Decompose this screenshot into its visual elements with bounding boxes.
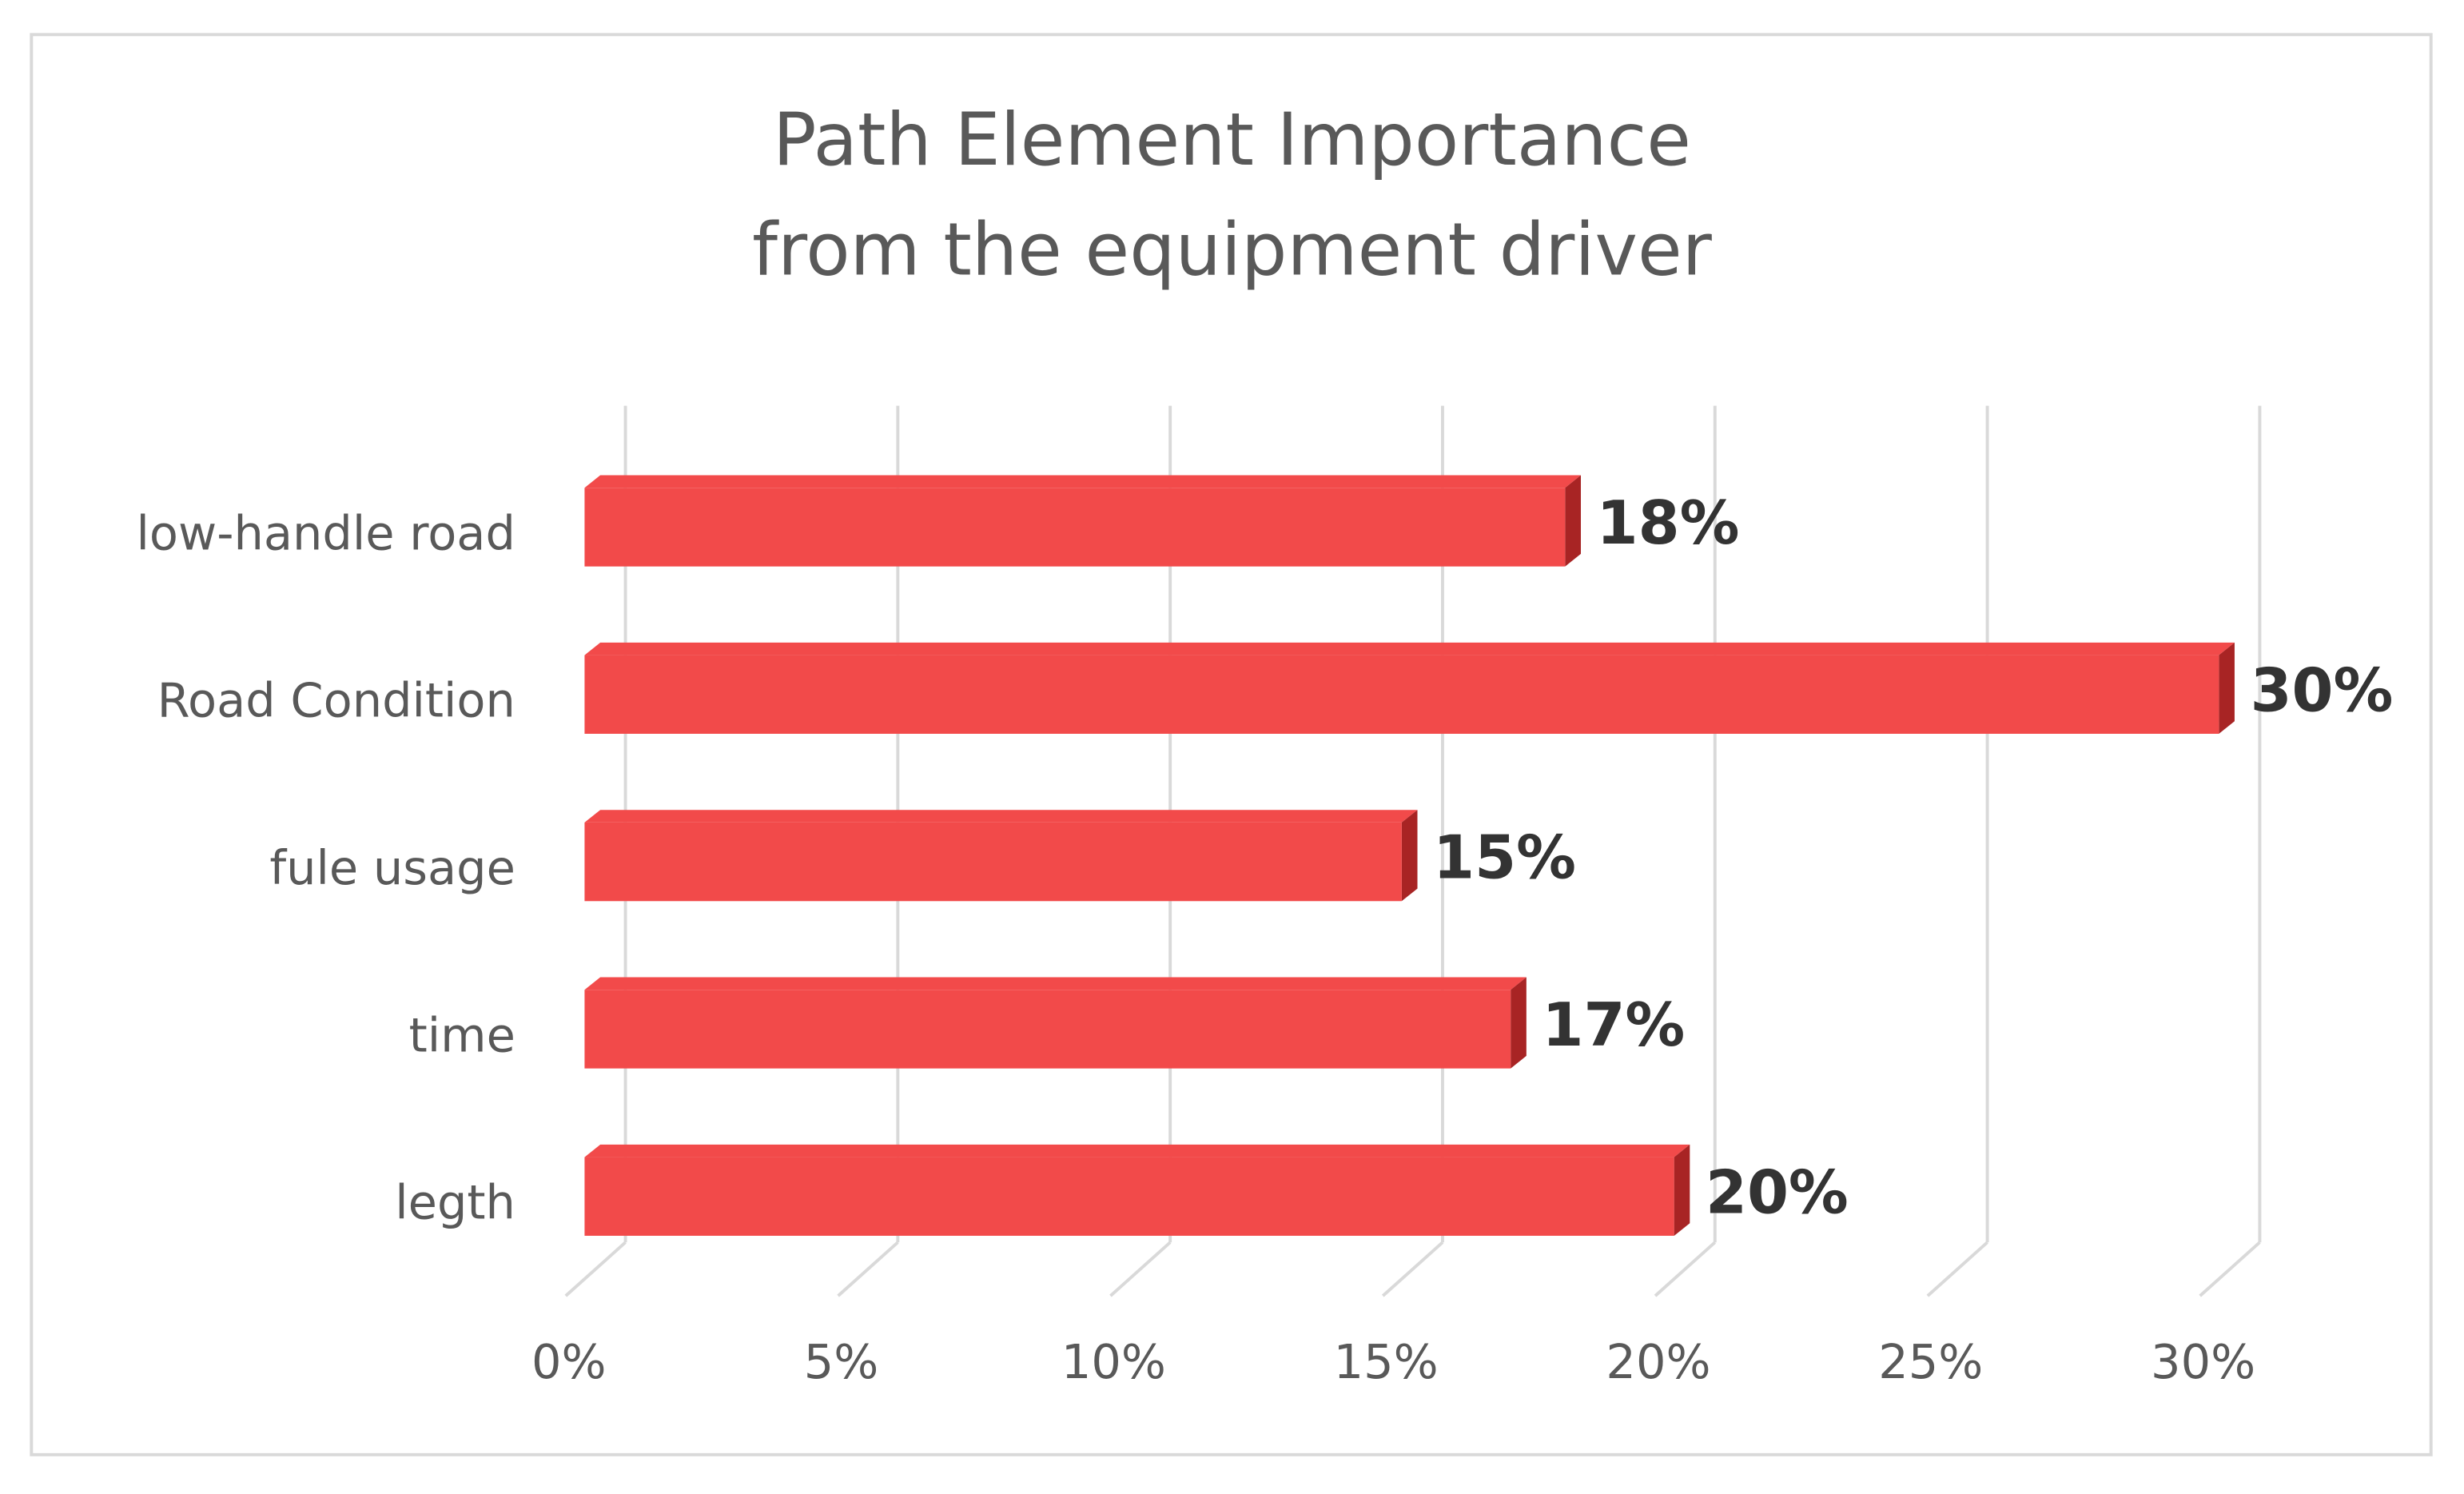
data-label: 15% [1433,823,1576,893]
chart-title: from the equipment driver [752,209,1712,293]
bar-side [2219,642,2235,734]
bar-side [1401,810,1418,902]
data-label: 30% [2251,655,2394,725]
y-tick-label: fule usage [269,840,515,895]
bar [584,1157,1674,1236]
x-tick-label: 25% [1878,1334,1983,1389]
bar [584,655,2219,734]
grid-floor-line [1381,1241,1444,1297]
y-tick-label: time [409,1007,515,1062]
x-tick-label: 5% [804,1334,879,1389]
x-tick-label: 15% [1334,1334,1439,1389]
bar-side [1674,1144,1690,1236]
grid-floor-line [837,1241,899,1297]
bar-top [584,475,1581,488]
x-tick-label: 20% [1606,1334,1710,1389]
data-label: 18% [1597,488,1740,558]
x-tick-label: 10% [1061,1334,1166,1389]
data-label: 20% [1706,1157,1849,1227]
grid-floor-line [1926,1241,1988,1297]
y-tick-label: Road Condition [157,673,515,728]
x-tick-label: 0% [531,1334,607,1389]
bar-side [1511,977,1527,1069]
bar-top [584,1144,1690,1157]
bar [584,822,1402,902]
data-label: 17% [1542,990,1685,1060]
bar-side [1565,475,1581,567]
x-tick-label: 30% [2151,1334,2255,1389]
grid-floor-line [1654,1241,1717,1297]
y-tick-label: legth [395,1175,515,1230]
bar [584,488,1566,567]
bar [584,990,1511,1069]
bar-top [584,642,2235,655]
grid-floor-line [2199,1241,2261,1297]
y-tick-label: low-handle road [137,505,515,560]
bar-top [584,810,1418,823]
bar-top [584,977,1527,990]
grid-floor-line [564,1241,627,1297]
grid-floor-line [1109,1241,1172,1297]
chart-title: Path Element Importance [773,98,1691,182]
